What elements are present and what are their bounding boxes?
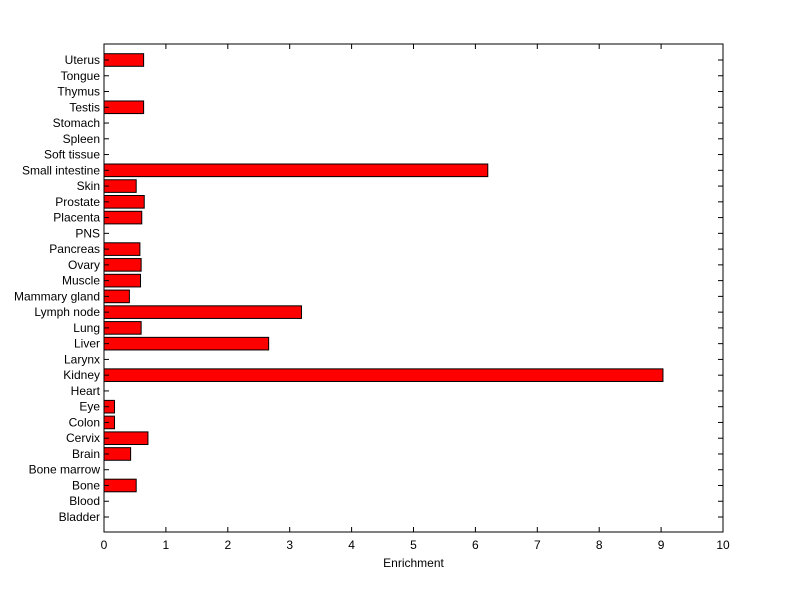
bar-uterus [103, 53, 145, 67]
bar-placenta [103, 210, 143, 225]
plot-background [104, 44, 723, 532]
y-tick-label: Bone marrow [29, 463, 101, 477]
bar-lung [103, 321, 142, 335]
x-tick-label: 9 [658, 538, 665, 552]
ticks-layer [103, 44, 724, 532]
y-tick-label: Cervix [66, 431, 100, 445]
y-tick-label: Thymus [57, 85, 100, 99]
x-tick-label: 10 [716, 538, 730, 552]
x-tick-label: 0 [101, 538, 108, 552]
x-tick-label: 5 [410, 538, 417, 552]
y-tick-label: Bone [72, 478, 100, 492]
bars-layer [103, 53, 664, 493]
y-tick-label: Blood [69, 494, 100, 508]
x-tick-label: 1 [163, 538, 170, 552]
y-tick-label: Stomach [53, 116, 100, 130]
x-tick-label: 2 [224, 538, 231, 552]
y-tick-label: Bladder [59, 510, 100, 524]
y-tick-label: Lymph node [34, 305, 100, 319]
y-tick-label: Soft tissue [44, 148, 100, 162]
y-tick-label: Uterus [65, 53, 100, 67]
y-tick-label: Larynx [64, 352, 100, 366]
bar-small-intestine [103, 163, 489, 178]
y-tick-label: Spleen [63, 132, 100, 146]
bar-lymph-node [103, 305, 302, 319]
y-tick-label: Small intestine [22, 163, 100, 177]
bar-cervix [103, 431, 149, 446]
y-tick-label: Lung [73, 321, 100, 335]
y-tick-label: Mammary gland [14, 289, 100, 303]
y-tick-label: Heart [71, 384, 101, 398]
y-tick-label: Placenta [53, 211, 100, 225]
y-tick-label: Kidney [63, 368, 100, 382]
x-tick-label: 7 [534, 538, 541, 552]
y-tick-label: Testis [69, 100, 100, 114]
bar-muscle [103, 273, 142, 288]
y-tick-label: Muscle [62, 274, 100, 288]
bar-ovary [103, 258, 142, 272]
bar-testis [103, 100, 145, 115]
y-tick-label: Ovary [68, 258, 100, 272]
bar-liver [103, 336, 270, 351]
y-tick-label: PNS [75, 226, 100, 240]
y-tick-label: Brain [72, 447, 100, 461]
bar-pancreas [103, 242, 141, 256]
bar-prostate [103, 195, 145, 209]
y-tick-label: Pancreas [49, 242, 100, 256]
x-axis-label: Enrichment [383, 556, 444, 570]
y-tick-label: Liver [74, 337, 100, 351]
plot-frame [103, 43, 724, 533]
y-tick-label: Prostate [55, 195, 100, 209]
x-tick-label: 6 [472, 538, 479, 552]
x-tick-label: 8 [596, 538, 603, 552]
x-tick-label: 4 [348, 538, 355, 552]
y-tick-label: Skin [77, 179, 100, 193]
y-tick-label: Tongue [61, 69, 101, 83]
x-tick-label: 3 [286, 538, 293, 552]
bar-kidney [103, 368, 664, 382]
y-tick-label: Colon [69, 415, 100, 429]
y-tick-label: Eye [79, 400, 100, 414]
